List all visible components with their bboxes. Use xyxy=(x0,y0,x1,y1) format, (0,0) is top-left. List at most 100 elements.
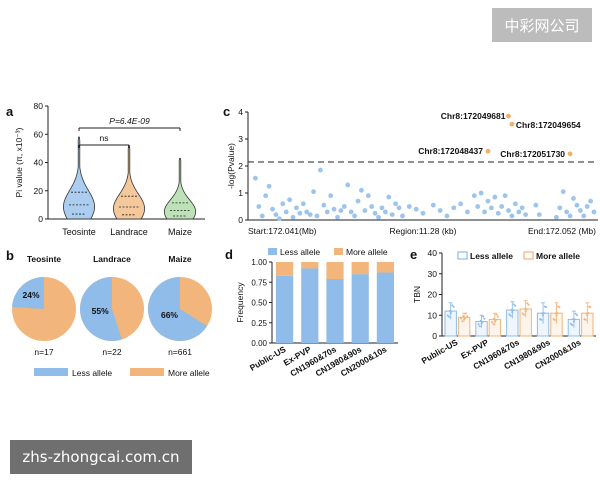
data-point xyxy=(558,306,561,309)
bar-less-allele xyxy=(326,279,344,343)
snp-point xyxy=(393,201,399,207)
panel-d-y-tick-label: 0.00 xyxy=(251,339,267,348)
snp-point xyxy=(294,205,299,211)
pie-slice-less-allele xyxy=(12,277,44,309)
snp-point-highlighted xyxy=(509,121,515,127)
legend-swatch-less-allele-d xyxy=(268,248,277,255)
panel-a-category-label: Teosinte xyxy=(62,227,96,237)
panel-a-y-tick-label: 80 xyxy=(34,101,44,111)
snp-point xyxy=(287,197,293,203)
snp-label: Chr8:172049654 xyxy=(516,120,581,130)
data-point xyxy=(479,319,482,322)
bar-more-allele xyxy=(301,262,319,269)
panel-d-y-tick-label: 0.25 xyxy=(251,319,267,328)
data-point xyxy=(524,310,527,313)
snp-point xyxy=(307,212,313,218)
snp-point xyxy=(584,204,590,209)
snp-point xyxy=(420,210,426,216)
bar-more-allele xyxy=(276,262,294,276)
data-point xyxy=(571,324,574,327)
data-point xyxy=(552,318,555,321)
snp-point xyxy=(574,202,580,208)
data-point xyxy=(446,314,449,317)
panel-e-category-label: Public-US xyxy=(420,337,460,366)
snp-point xyxy=(406,204,412,209)
data-point xyxy=(512,309,515,312)
snp-point xyxy=(253,175,258,181)
data-point xyxy=(450,310,453,313)
data-point xyxy=(482,315,485,318)
snp-point xyxy=(502,193,508,199)
pie-percent-label: 55% xyxy=(92,306,109,316)
snp-point xyxy=(553,214,559,220)
panel-c-x-region-label: Region:11.28 (kb) xyxy=(390,226,457,236)
snp-point-highlighted xyxy=(506,113,511,119)
bar-less-allele xyxy=(301,268,319,343)
pie-sample-size: n=17 xyxy=(34,347,53,357)
panel-c-y-tick-label: 4 xyxy=(238,107,243,117)
panel-a-y-tick-label: 0 xyxy=(38,214,43,224)
snp-point xyxy=(475,204,481,209)
legend-swatch-more-allele xyxy=(130,368,164,376)
snp-point xyxy=(335,214,340,220)
data-point xyxy=(495,313,498,316)
snp-point xyxy=(523,212,528,218)
snp-point xyxy=(451,205,457,211)
data-point xyxy=(490,321,493,324)
pie-percent-label: 24% xyxy=(22,290,39,300)
pie-title: Landrace xyxy=(93,254,131,264)
snp-point xyxy=(536,212,542,218)
violin-teosinte xyxy=(63,136,95,220)
snp-point xyxy=(355,198,361,204)
pie-title: Maize xyxy=(168,254,191,264)
snp-point xyxy=(478,190,484,196)
snp-point xyxy=(338,208,344,213)
snp-point xyxy=(341,204,347,209)
watermark-bottom: zhs-zhongcai.com.cn xyxy=(10,440,192,474)
bar-less-allele xyxy=(351,274,369,343)
legend-swatch-less-allele-e xyxy=(457,251,468,260)
data-point xyxy=(525,308,528,311)
panel-label-d: d xyxy=(225,247,233,262)
snp-point xyxy=(321,202,327,208)
data-point xyxy=(523,307,526,310)
snp-point xyxy=(489,205,494,211)
snp-point xyxy=(437,208,443,213)
legend-label-more-allele-d: More allele xyxy=(346,247,388,257)
data-point xyxy=(509,314,512,317)
panel-c-y-tick-label: 0 xyxy=(238,215,243,225)
panel-a-category-label: Maize xyxy=(168,227,192,237)
data-point xyxy=(545,306,548,309)
panel-c-y-tick-label: 3 xyxy=(238,134,243,144)
snp-point xyxy=(386,194,392,200)
snp-point xyxy=(352,213,357,219)
panel-e-y-tick-label: 30 xyxy=(428,269,438,279)
watermark-top: 中彩网公司 xyxy=(492,8,592,42)
snp-point xyxy=(304,209,310,215)
pie-title: Teosinte xyxy=(27,254,62,264)
snp-point xyxy=(256,204,262,209)
data-point xyxy=(452,305,455,308)
data-point xyxy=(527,303,530,306)
data-point xyxy=(521,312,524,315)
panel-c-x-end-label: End:172.052 (Mb) xyxy=(528,226,596,236)
data-point xyxy=(574,312,577,315)
data-point xyxy=(448,315,451,318)
snp-point xyxy=(400,213,405,219)
panel-label-e: e xyxy=(410,247,417,262)
data-point xyxy=(539,318,542,321)
snp-point xyxy=(506,208,511,213)
panel-a-y-tick-label: 20 xyxy=(34,186,44,196)
snp-point xyxy=(564,209,570,215)
data-point xyxy=(583,318,586,321)
data-point xyxy=(462,315,465,318)
data-point xyxy=(451,304,454,307)
data-point xyxy=(510,308,513,311)
snp-point xyxy=(499,204,505,209)
data-point xyxy=(556,311,559,314)
snp-point-highlighted xyxy=(485,148,491,154)
snp-point xyxy=(348,209,354,215)
data-point xyxy=(493,317,496,320)
panel-d-y-tick-label: 0.50 xyxy=(251,299,267,308)
